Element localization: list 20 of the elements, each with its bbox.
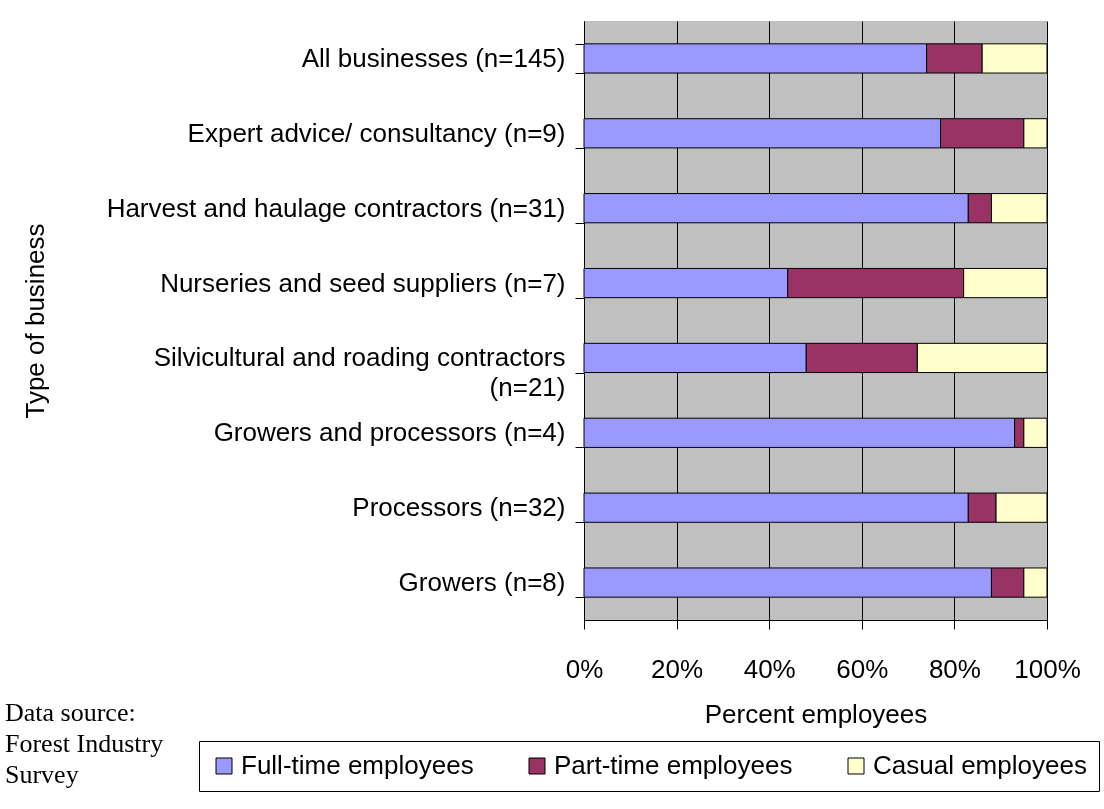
legend-label: Part-time employees [554,750,793,780]
x-tick-label: 40% [743,653,796,684]
y-tick-label: Silvicultural and roading contractors (n=21) [153,342,566,403]
y-tick-label: Growers (n=8) [398,567,566,598]
legend-label: Casual employees [873,750,1087,780]
source-note: Data source: Forest Industry Survey [5,698,164,789]
x-tick-label: 0% [565,653,604,684]
y-axis-title: Type of business [19,223,50,419]
y-tick-label: Nurseries and seed suppliers (n=7) [160,267,566,298]
x-tick-label: 80% [928,653,981,684]
y-tick-label: Growers and processors (n=4) [213,417,566,448]
x-tick-label: 100% [1014,653,1081,684]
legend-label: Full-time employees [241,750,474,780]
y-tick-label: All businesses (n=145) [301,42,566,73]
y-tick-label: Expert advice/ consultancy (n=9) [187,117,566,148]
x-tick-label: 60% [836,653,889,684]
x-axis-title: Percent employees [704,698,928,729]
y-tick-label: Processors (n=32) [352,492,566,523]
y-tick-label: Harvest and haulage contractors (n=31) [106,192,566,223]
x-tick-label: 20% [651,653,704,684]
